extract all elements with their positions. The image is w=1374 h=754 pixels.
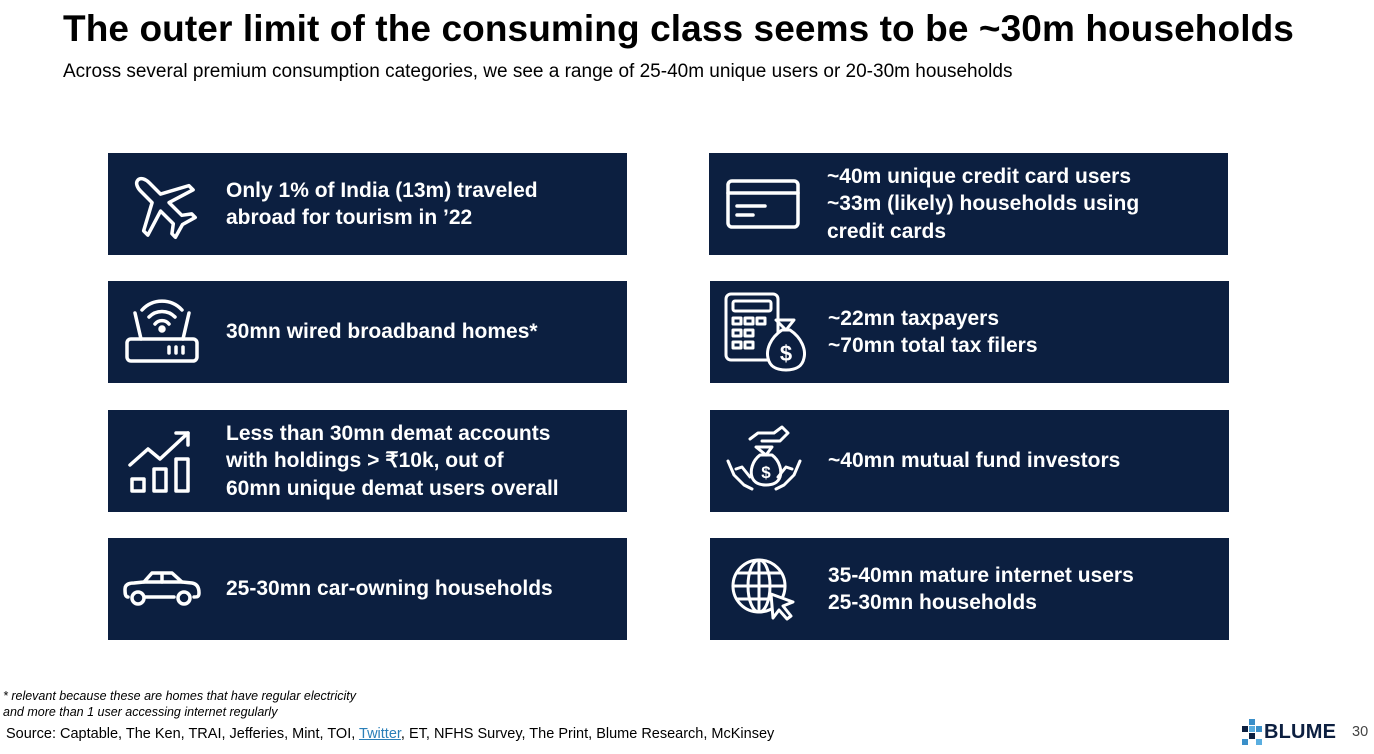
footnote-line-2: and more than 1 user accessing internet …	[3, 705, 278, 719]
tax-calculator-money-bag-icon: $	[710, 281, 817, 383]
card-credit-card-line-2: ~33m (likely) households using	[827, 192, 1140, 216]
card-taxpayers-line-1: ~22mn taxpayers	[828, 306, 1000, 330]
slide-subtitle: Across several premium consumption categ…	[63, 61, 1013, 82]
card-demat-line-2: with holdings > ₹10k, out of	[226, 449, 504, 473]
source-citation: Source: Captable, The Ken, TRAI, Jefferi…	[6, 726, 774, 742]
blume-logo-mark-icon	[1242, 719, 1262, 745]
card-credit-card-line-1: ~40m unique credit card users	[827, 164, 1132, 188]
globe-cursor-icon	[710, 538, 817, 640]
growth-chart-icon	[108, 410, 215, 512]
card-internet: 35-40mn mature internet users 25-30mn ho…	[710, 538, 1229, 640]
airplane-icon	[108, 153, 215, 255]
source-prefix: Source: Captable, The Ken, TRAI, Jefferi…	[6, 726, 360, 742]
page-number: 30	[1352, 724, 1369, 740]
wifi-router-icon	[108, 281, 215, 383]
card-mutual-fund: $ ~40mn mutual fund investors	[710, 410, 1229, 512]
card-credit-card: ~40m unique credit card users ~33m (like…	[709, 153, 1228, 255]
card-demat-line-1: Less than 30mn demat accounts	[226, 421, 551, 445]
card-taxpayers-line-2: ~70mn total tax filers	[828, 334, 1038, 357]
svg-text:$: $	[761, 463, 771, 482]
card-internet-line-1: 35-40mn mature internet users	[828, 563, 1134, 587]
card-demat: Less than 30mn demat accounts with holdi…	[108, 410, 627, 512]
slide-title: The outer limit of the consuming class s…	[63, 8, 1294, 49]
footnote: * relevant because these are homes that …	[3, 688, 356, 720]
twitter-link[interactable]: Twitter	[359, 726, 401, 742]
card-demat-line-3: 60mn unique demat users overall	[226, 476, 559, 500]
card-travel-line-2: abroad for tourism in ’22	[226, 206, 473, 229]
card-internet-line-2: 25-30mn households	[828, 591, 1037, 614]
logo-text: BLUME	[1264, 720, 1337, 743]
svg-text:$: $	[779, 341, 791, 366]
card-car: 25-30mn car-owning households	[108, 538, 627, 640]
card-travel: Only 1% of India (13m) traveled abroad f…	[108, 153, 627, 255]
card-broadband: 30mn wired broadband homes*	[108, 281, 627, 383]
footnote-line-1: * relevant because these are homes that …	[3, 689, 356, 703]
card-mutual-fund-line-1: ~40mn mutual fund investors	[828, 449, 1121, 473]
card-travel-line-1: Only 1% of India (13m) traveled	[226, 178, 538, 202]
credit-card-icon	[709, 153, 816, 255]
blume-logo: BLUME	[1242, 719, 1336, 745]
card-credit-card-line-3: credit cards	[827, 219, 947, 243]
card-car-line-1: 25-30mn car-owning households	[226, 577, 553, 601]
card-broadband-line-1: 30mn wired broadband homes*	[226, 320, 538, 344]
hands-money-bag-icon: $	[710, 410, 817, 512]
card-taxpayers: $ ~22mn taxpayers ~70mn total tax filers	[710, 281, 1229, 383]
source-suffix: , ET, NFHS Survey, The Print, Blume Rese…	[400, 726, 775, 742]
car-icon	[108, 538, 215, 640]
